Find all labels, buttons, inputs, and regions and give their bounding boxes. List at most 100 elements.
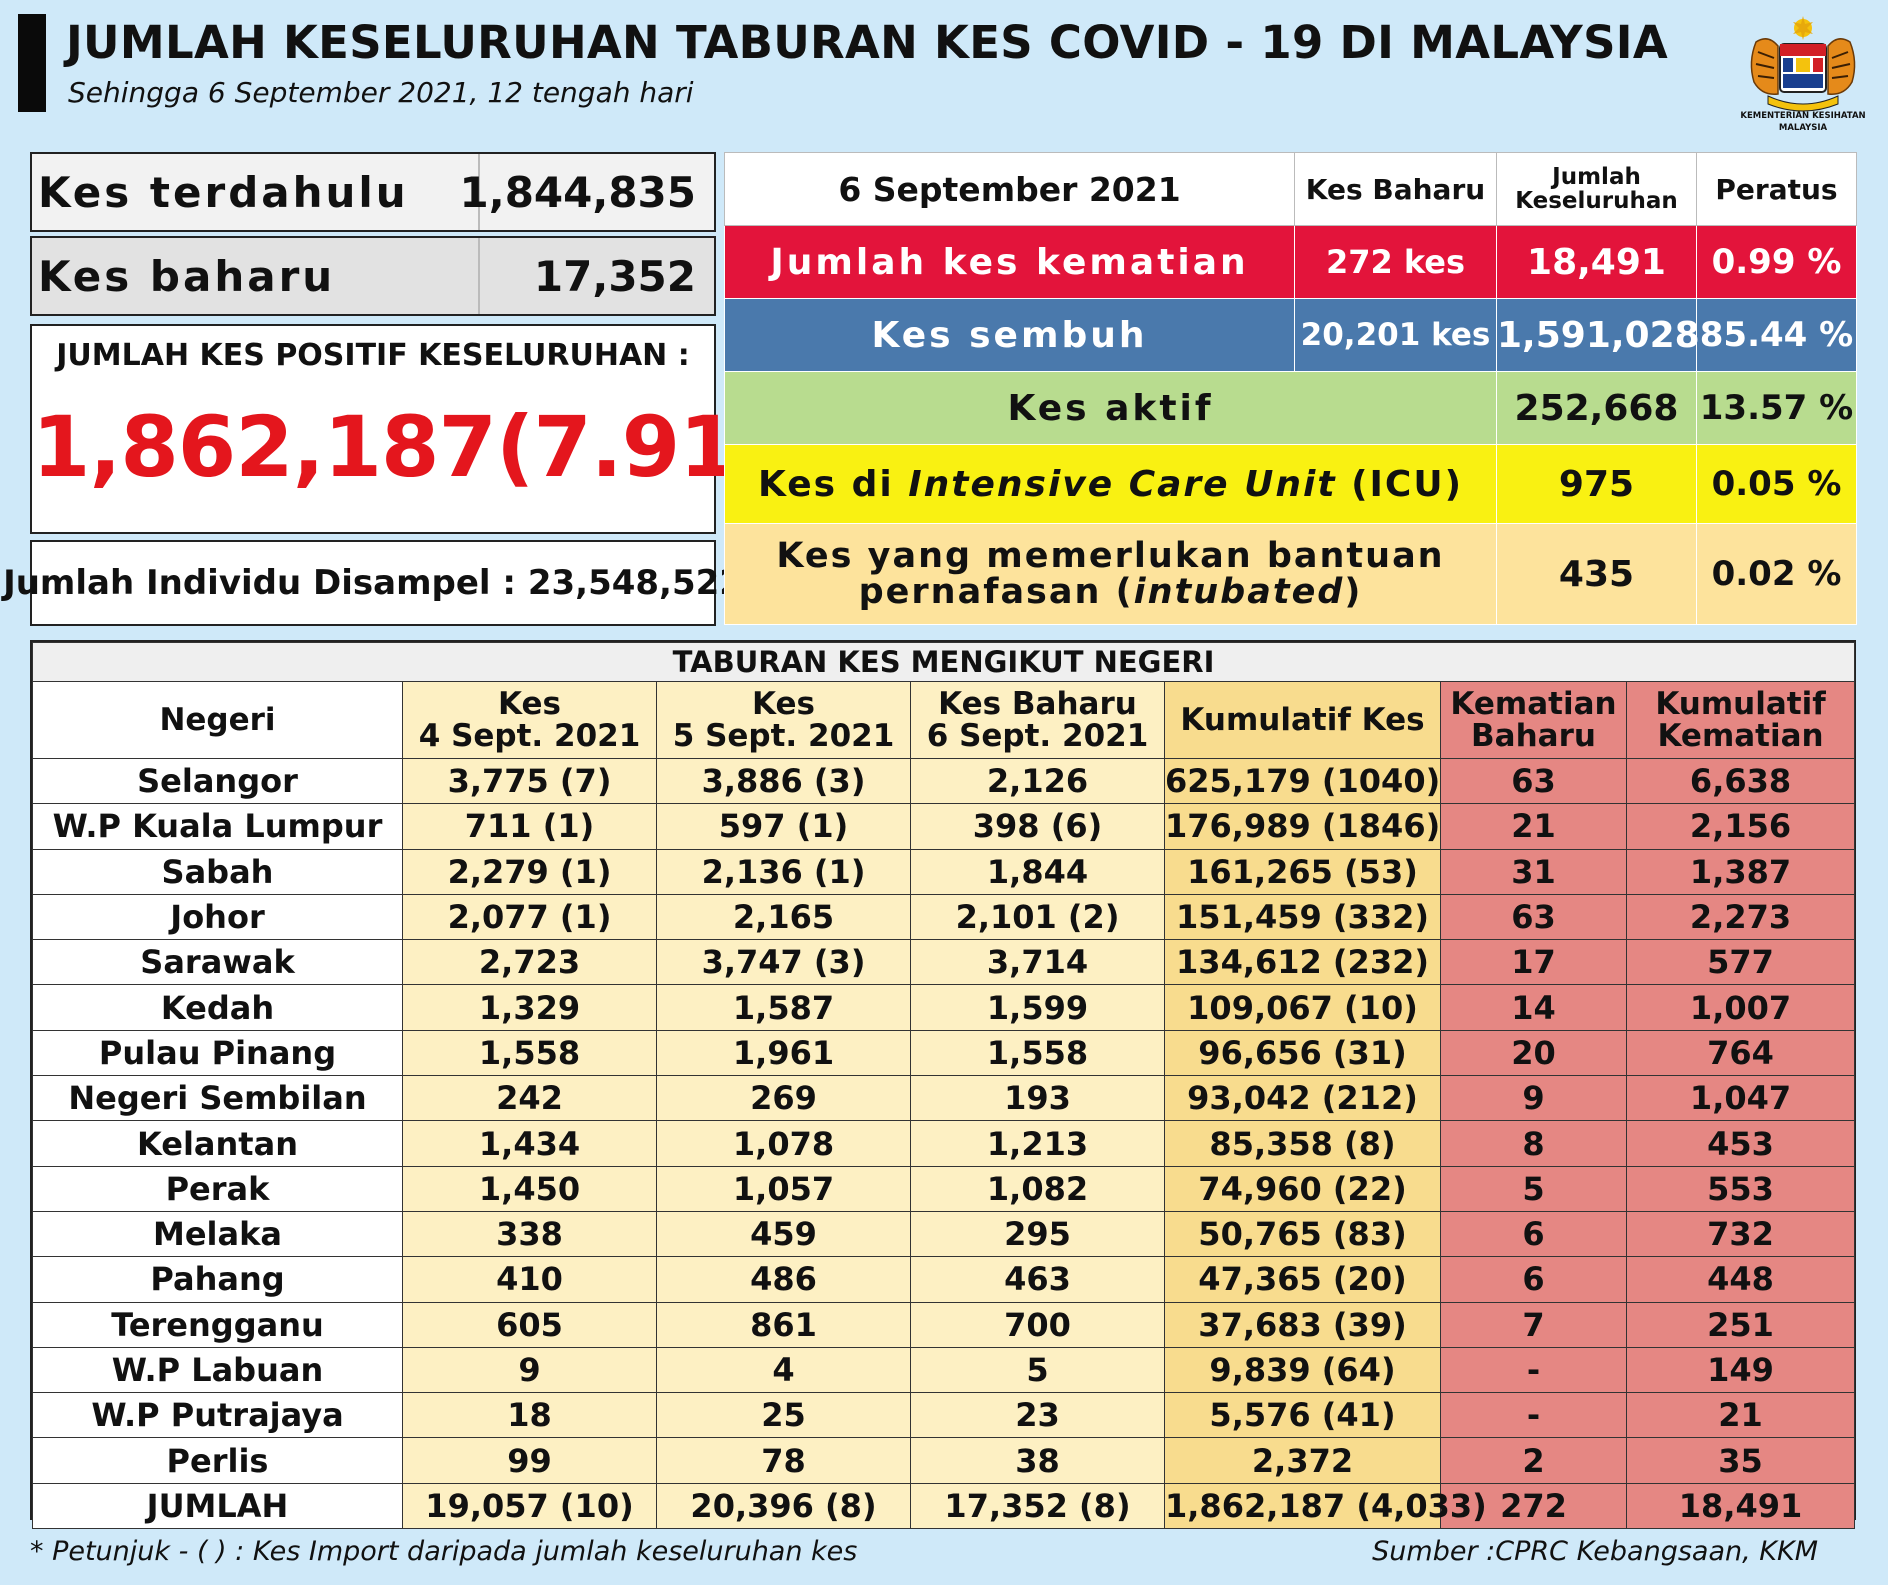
sampled-value: 23,548,522 [527, 563, 743, 603]
cell-sept5: 597 (1) [656, 803, 911, 850]
table-row: Pahang 410 486 463 47,365 (20) 6 448 [32, 1256, 1856, 1303]
cell-cum-deaths: 453 [1625, 1120, 1856, 1167]
cell-state: Sabah [32, 848, 403, 895]
page-subtitle: Sehingga 6 September 2021, 12 tengah har… [68, 76, 694, 109]
cell-sept6: 23 [910, 1392, 1165, 1439]
cell-state: Terengganu [32, 1301, 403, 1348]
state-distribution-table: TABURAN KES MENGIKUT NEGERI Negeri Kes 4 … [30, 640, 1856, 1530]
cell-sept4: 19,057 (10) [402, 1482, 657, 1530]
cell-sept6: 1,558 [910, 1029, 1165, 1077]
col-cumulative: Kumulatif Kes [1164, 681, 1441, 759]
table-row: Kelantan 1,434 1,078 1,213 85,358 (8) 8 453 [32, 1120, 1856, 1167]
cell-sept6: 17,352 (8) [910, 1482, 1165, 1530]
cell-sept4: 3,775 (7) [402, 757, 657, 805]
intubated-row: Kes yang memerlukan bantuan pernafasan (i… [724, 523, 1857, 625]
cell-sept5: 459 [656, 1210, 911, 1258]
cell-sept5: 1,587 [656, 984, 911, 1031]
table-row: Selangor 3,775 (7) 3,886 (3) 2,126 625,179 (… [32, 757, 1856, 805]
cell-sept6: 193 [910, 1075, 1165, 1122]
icu-row: Kes di Intensive Care Unit (ICU) 975 0.0… [724, 444, 1857, 524]
cell-cumulative: 85,358 (8) [1164, 1120, 1441, 1167]
table-row: Pulau Pinang 1,558 1,961 1,558 96,656 (31) 20… [32, 1029, 1856, 1077]
cell-cumulative: 9,839 (64) [1164, 1346, 1441, 1394]
col-state: Negeri [32, 681, 403, 759]
cell-sept4: 711 (1) [402, 803, 657, 850]
cell-state: JUMLAH [32, 1482, 403, 1530]
cell-sept6: 2,126 [910, 757, 1165, 805]
cell-sept4: 410 [402, 1256, 657, 1303]
cell-cum-deaths: 6,638 [1625, 757, 1856, 805]
total-positive-label: JUMLAH KES POSITIF KESELURUHAN : [56, 338, 690, 373]
cell-sept5: 78 [656, 1437, 911, 1484]
cell-sept4: 9 [402, 1346, 657, 1394]
cell-cumulative: 1,862,187 (4,033) [1164, 1482, 1487, 1530]
page-title: JUMLAH KESELURUHAN TABURAN KES COVID - 1… [66, 16, 1668, 69]
cell-sept5: 1,961 [656, 1029, 911, 1077]
col-new-deaths: Kematian Baharu [1440, 681, 1627, 759]
cell-cum-deaths: 149 [1625, 1346, 1856, 1394]
cell-cumulative: 2,372 [1164, 1437, 1441, 1484]
cell-sept6: 2,101 (2) [910, 893, 1165, 941]
cell-cum-deaths: 764 [1625, 1029, 1856, 1077]
cell-state: Perlis [32, 1437, 403, 1484]
cell-sept6: 38 [910, 1437, 1165, 1484]
cell-cum-deaths: 577 [1625, 939, 1856, 986]
stats-percent-header: Peratus [1696, 152, 1857, 226]
cell-cumulative: 74,960 (22) [1164, 1165, 1441, 1212]
cell-sept4: 1,558 [402, 1029, 657, 1077]
cell-sept6: 1,844 [910, 848, 1165, 895]
cell-cumulative: 176,989 (1846) [1164, 803, 1441, 850]
cell-cum-deaths: 1,047 [1625, 1075, 1856, 1122]
cell-state: Selangor [32, 757, 403, 805]
cell-new-deaths: 2 [1440, 1437, 1627, 1484]
cell-new-deaths: 17 [1440, 939, 1627, 986]
cell-sept6: 1,213 [910, 1120, 1165, 1167]
cell-sept6: 1,599 [910, 984, 1165, 1031]
cell-cumulative: 161,265 (53) [1164, 848, 1441, 895]
cell-sept5: 2,165 [656, 893, 911, 941]
cell-sept6: 5 [910, 1346, 1165, 1394]
cell-state: Johor [32, 893, 403, 941]
table-row: W.P Kuala Lumpur 711 (1) 597 (1) 398 (6) 176… [32, 803, 1856, 850]
col-cum-deaths: Kumulatif Kematian [1625, 681, 1856, 759]
divider [478, 154, 480, 230]
cell-sept5: 486 [656, 1256, 911, 1303]
new-cases-box: Kes baharu 17,352 [30, 236, 716, 316]
cell-new-deaths: 31 [1440, 848, 1627, 895]
cell-new-deaths: 6 [1440, 1210, 1627, 1258]
cell-cumulative: 93,042 (212) [1164, 1075, 1441, 1122]
col-sept4: Kes 4 Sept. 2021 [402, 681, 657, 759]
cell-cum-deaths: 18,491 [1625, 1482, 1856, 1530]
cell-state: W.P Kuala Lumpur [32, 803, 403, 850]
logo-caption: KEMENTERIAN KESIHATAN MALAYSIA [1740, 111, 1866, 133]
cell-sept5: 4 [656, 1346, 911, 1394]
previous-cases-box: Kes terdahulu 1,844,835 [30, 152, 716, 232]
cell-sept4: 18 [402, 1392, 657, 1439]
cell-sept4: 2,279 (1) [402, 848, 657, 895]
state-table-caption: TABURAN KES MENGIKUT NEGERI [31, 642, 1856, 682]
cell-new-deaths: - [1440, 1392, 1627, 1439]
stats-new-header: Kes Baharu [1294, 152, 1497, 226]
cell-new-deaths: 7 [1440, 1301, 1627, 1348]
cell-cumulative: 625,179 (1040) [1164, 757, 1441, 805]
sampled-individuals-box: Jumlah Individu Disampel : 23,548,522 [3, 540, 743, 626]
table-row: Perak 1,450 1,057 1,082 74,960 (22) 5 553 [32, 1165, 1856, 1212]
cell-sept6: 3,714 [910, 939, 1165, 986]
recovered-row: Kes sembuh 20,201 kes 1,591,028 85.44 % [724, 298, 1857, 372]
cell-cumulative: 151,459 (332) [1164, 893, 1441, 941]
cell-sept5: 1,078 [656, 1120, 911, 1167]
cell-sept6: 1,082 [910, 1165, 1165, 1212]
cell-sept4: 1,329 [402, 984, 657, 1031]
new-cases-label: Kes baharu [38, 251, 336, 301]
cell-cum-deaths: 2,273 [1625, 893, 1856, 941]
table-row: Sabah 2,279 (1) 2,136 (1) 1,844 161,265 (53)… [32, 848, 1856, 895]
cell-cum-deaths: 21 [1625, 1392, 1856, 1439]
cell-cumulative: 47,365 (20) [1164, 1256, 1441, 1303]
cell-sept4: 605 [402, 1301, 657, 1348]
cell-sept6: 700 [910, 1301, 1165, 1348]
cell-sept4: 1,434 [402, 1120, 657, 1167]
table-row: W.P Labuan 9 4 5 9,839 (64) -149 [32, 1346, 1856, 1394]
cell-sept4: 338 [402, 1210, 657, 1258]
cell-state: Negeri Sembilan [32, 1075, 403, 1122]
col-sept5: Kes 5 Sept. 2021 [656, 681, 911, 759]
